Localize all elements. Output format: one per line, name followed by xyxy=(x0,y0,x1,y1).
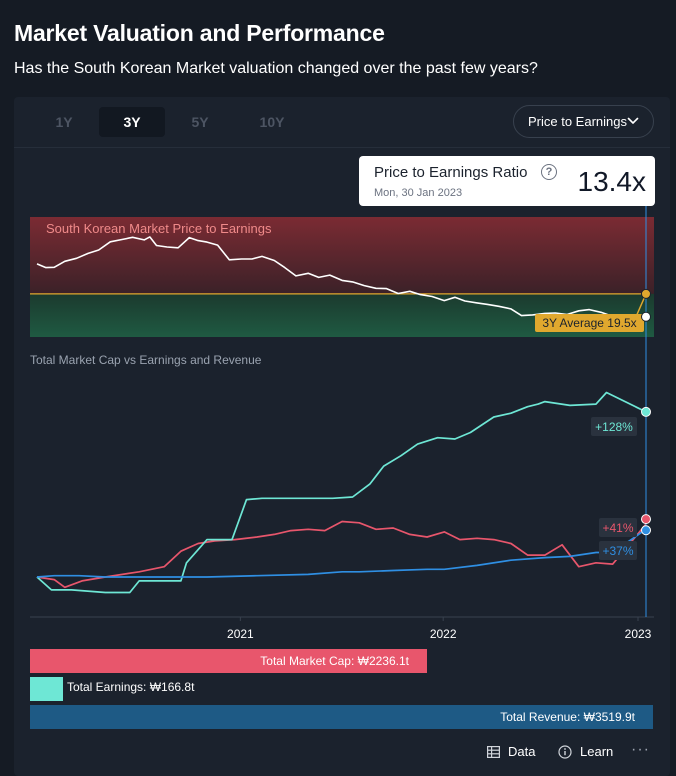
learn-button-label: Learn xyxy=(580,744,614,759)
metric-dropdown-label: Price to Earnings xyxy=(528,114,627,129)
section-subheading: Has the South Korean Market valuation ch… xyxy=(14,60,538,77)
table-icon xyxy=(487,745,500,758)
earnings-bar xyxy=(30,677,63,701)
market-cap-badge-bg xyxy=(599,518,637,537)
info-icon xyxy=(558,744,572,759)
pe-tooltip: Price to Earnings Ratio ? Mon, 30 Jan 20… xyxy=(359,156,655,206)
earnings-marker xyxy=(641,406,651,417)
pe-line xyxy=(36,236,646,319)
revenue-marker xyxy=(641,525,651,536)
period-10y-button[interactable]: 10Y xyxy=(259,114,285,130)
x-tick-label: 2021 xyxy=(227,627,254,641)
period-3y-button[interactable]: 3Y xyxy=(99,107,165,137)
help-icon[interactable]: ? xyxy=(541,164,557,180)
market-cap-total: Total Market Cap: ₩2236.1t xyxy=(260,654,409,668)
revenue-badge-bg xyxy=(599,541,637,560)
revenue-badge: +37% xyxy=(602,544,633,558)
period-5y-button[interactable]: 5Y xyxy=(191,114,209,130)
data-button[interactable]: Data xyxy=(487,744,535,759)
lower-chart-title: Total Market Cap vs Earnings and Revenue xyxy=(30,353,262,367)
market-cap-line xyxy=(36,520,647,589)
average-badge-label: 3Y Average 19.5x xyxy=(542,316,636,330)
revenue-bar: Total Revenue: ₩3519.9t xyxy=(30,705,653,729)
metric-dropdown[interactable]: Price to Earnings xyxy=(513,105,654,138)
tooltip-title: Price to Earnings Ratio xyxy=(374,164,528,181)
chevron-down-icon xyxy=(627,117,639,124)
earnings-badge: +128% xyxy=(595,420,633,434)
market-cap-bar: Total Market Cap: ₩2236.1t xyxy=(30,649,427,673)
market-cap-badge: +41% xyxy=(602,521,633,535)
section-heading: Market Valuation and Performance xyxy=(14,20,385,46)
tooltip-date: Mon, 30 Jan 2023 xyxy=(374,187,463,199)
revenue-line xyxy=(36,528,647,578)
revenue-total: Total Revenue: ₩3519.9t xyxy=(500,710,635,724)
data-button-label: Data xyxy=(508,744,536,759)
x-tick-label: 2022 xyxy=(430,627,457,641)
market-cap-marker xyxy=(641,514,651,525)
pe-chart-title: South Korean Market Price to Earnings xyxy=(46,221,272,236)
x-tick-label: 2023 xyxy=(625,627,652,641)
more-options-icon[interactable]: ··· xyxy=(631,741,650,758)
earnings-line xyxy=(36,391,647,594)
earnings-total: Total Earnings: ₩166.8t xyxy=(67,680,195,694)
learn-button[interactable]: Learn xyxy=(558,744,613,759)
average-marker xyxy=(641,288,651,299)
earnings-badge-bg xyxy=(591,417,637,436)
average-badge xyxy=(535,314,644,332)
toolbar-divider xyxy=(14,147,670,148)
pe-marker xyxy=(641,311,651,322)
tooltip-value: 13.4x xyxy=(577,166,647,197)
period-1y-button[interactable]: 1Y xyxy=(55,114,73,130)
